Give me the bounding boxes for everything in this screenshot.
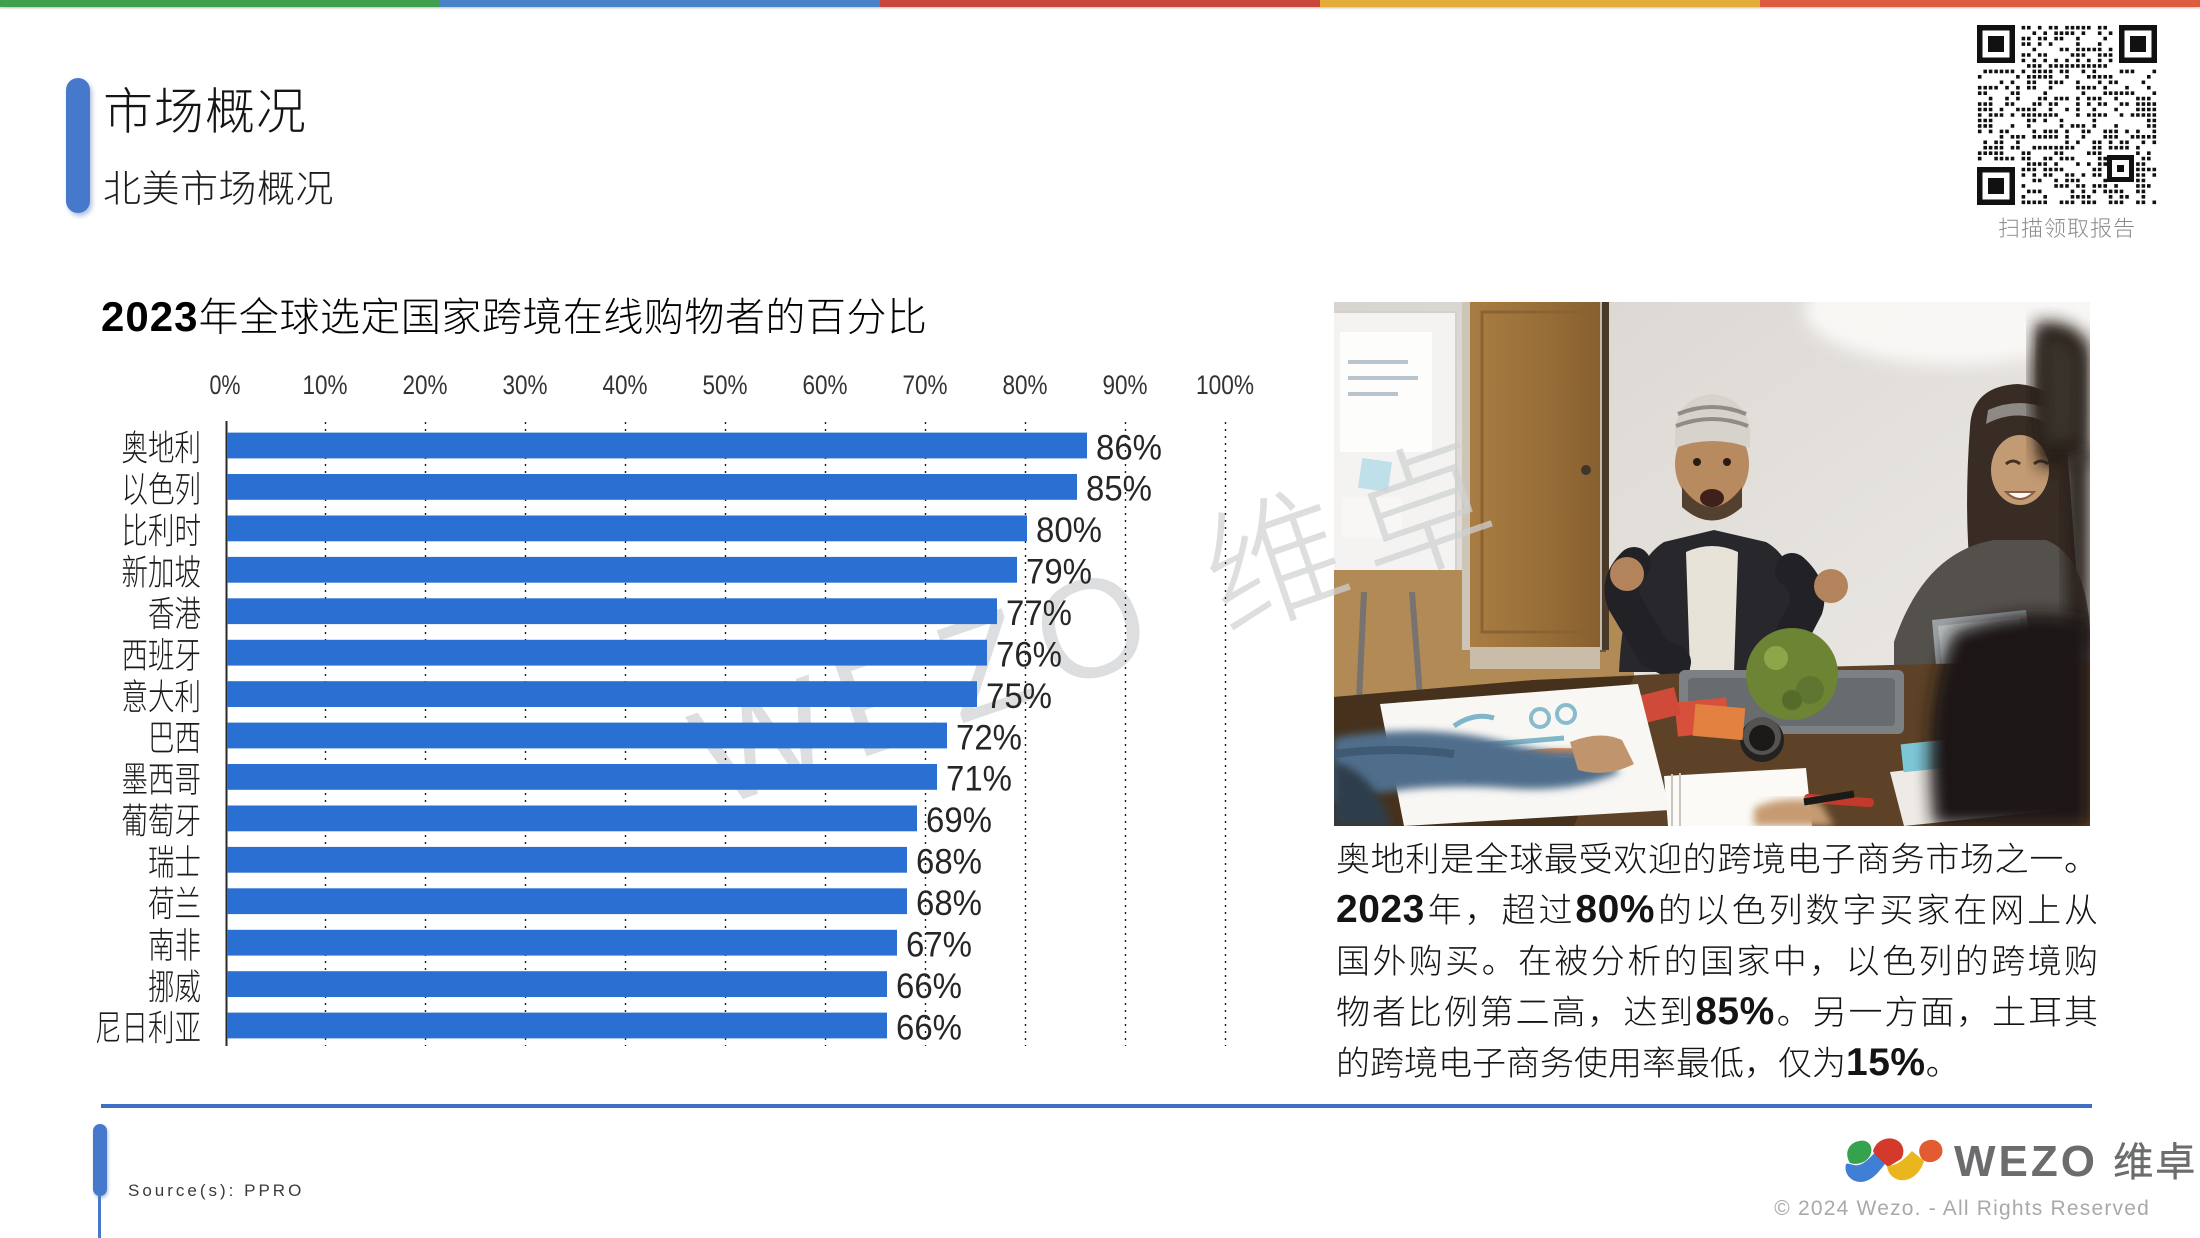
svg-text:70%: 70%: [903, 370, 948, 400]
svg-text:66%: 66%: [896, 967, 962, 1006]
svg-text:墨西哥: 墨西哥: [122, 751, 202, 803]
svg-text:100%: 100%: [1196, 370, 1254, 400]
svg-text:挪威: 挪威: [148, 958, 201, 1010]
svg-text:60%: 60%: [803, 370, 848, 400]
svg-text:以色列: 以色列: [122, 461, 202, 513]
svg-text:新加坡: 新加坡: [122, 544, 202, 596]
svg-text:50%: 50%: [703, 370, 748, 400]
svg-text:80%: 80%: [1036, 511, 1102, 550]
svg-text:20%: 20%: [403, 370, 448, 400]
svg-text:奥地利: 奥地利: [122, 420, 202, 472]
svg-text:南非: 南非: [148, 917, 201, 969]
svg-text:0%: 0%: [210, 370, 241, 400]
svg-text:意大利: 意大利: [122, 668, 202, 720]
svg-text:72%: 72%: [956, 718, 1022, 757]
svg-text:瑞士: 瑞士: [148, 834, 201, 886]
svg-text:86%: 86%: [1096, 428, 1162, 467]
svg-text:76%: 76%: [996, 635, 1062, 674]
svg-text:85%: 85%: [1086, 470, 1152, 509]
svg-text:比利时: 比利时: [122, 503, 202, 555]
svg-text:尼日利亚: 尼日利亚: [95, 1000, 201, 1052]
svg-text:香港: 香港: [148, 585, 201, 637]
svg-text:西班牙: 西班牙: [122, 627, 202, 679]
svg-text:68%: 68%: [916, 843, 982, 882]
svg-text:荷兰: 荷兰: [148, 875, 201, 927]
svg-text:80%: 80%: [1003, 370, 1048, 400]
svg-text:77%: 77%: [1006, 594, 1072, 633]
svg-text:30%: 30%: [503, 370, 548, 400]
svg-text:67%: 67%: [906, 926, 972, 965]
svg-text:79%: 79%: [1026, 553, 1092, 592]
svg-text:40%: 40%: [603, 370, 648, 400]
svg-text:90%: 90%: [1103, 370, 1148, 400]
svg-text:75%: 75%: [986, 677, 1052, 716]
svg-text:巴西: 巴西: [148, 710, 201, 762]
svg-text:10%: 10%: [303, 370, 348, 400]
svg-text:葡萄牙: 葡萄牙: [122, 793, 202, 845]
svg-text:68%: 68%: [916, 884, 982, 923]
svg-text:71%: 71%: [946, 760, 1012, 799]
svg-text:66%: 66%: [896, 1008, 962, 1047]
svg-text:69%: 69%: [926, 801, 992, 840]
